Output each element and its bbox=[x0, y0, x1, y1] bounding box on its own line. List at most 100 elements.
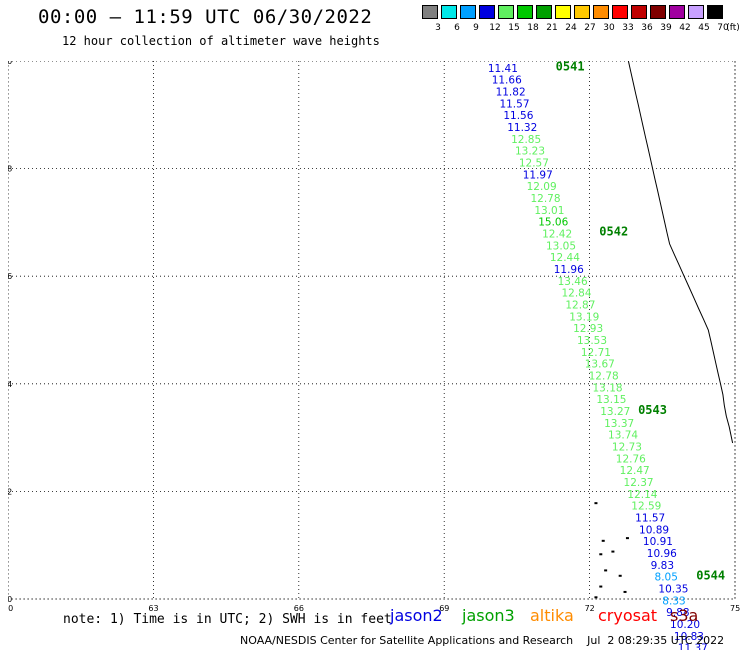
wave-height-value: 12.47 bbox=[620, 465, 650, 477]
wave-height-value: 13.67 bbox=[585, 359, 615, 371]
wave-height-value: 12.44 bbox=[550, 252, 580, 264]
island bbox=[623, 590, 627, 593]
wave-height-value: 12.76 bbox=[616, 453, 646, 465]
island bbox=[618, 574, 622, 577]
wave-height-value: 13.15 bbox=[596, 394, 626, 406]
scale-swatch-39 bbox=[650, 5, 666, 19]
scale-label: 9 bbox=[473, 23, 479, 33]
scale-label: 45 bbox=[698, 23, 710, 33]
wave-height-value: 9.83 bbox=[651, 560, 674, 572]
wave-height-value: 11.82 bbox=[496, 86, 526, 98]
scale-label: 27 bbox=[584, 23, 596, 33]
scale-label: 33 bbox=[622, 23, 634, 33]
map-frame bbox=[8, 61, 736, 600]
wave-height-value: 8.33 bbox=[662, 595, 685, 607]
wave-height-value: 12.14 bbox=[627, 489, 657, 501]
wave-height-value: 12.93 bbox=[573, 323, 603, 335]
scale-swatch-6 bbox=[441, 5, 457, 19]
wave-height-value: 11.96 bbox=[554, 264, 584, 276]
wave-height-value: 15.06 bbox=[538, 217, 568, 229]
coastline-path bbox=[627, 61, 734, 444]
lat-tick-label: 10 bbox=[8, 595, 12, 604]
scale-unit: (ft) bbox=[726, 23, 740, 33]
lon-tick-label: 66 bbox=[294, 604, 304, 613]
wave-height-value: 10.91 bbox=[643, 536, 673, 548]
wave-height-value: 13.27 bbox=[600, 406, 630, 418]
scale-swatch-24 bbox=[555, 5, 571, 19]
wave-height-value: 13.53 bbox=[577, 335, 607, 347]
wave-height-value: 13.01 bbox=[534, 205, 564, 217]
scale-swatch-15 bbox=[498, 5, 514, 19]
lon-tick-label: 69 bbox=[439, 604, 449, 613]
scale-label: 15 bbox=[508, 23, 520, 33]
satellite-jason3: jason3 bbox=[462, 606, 515, 625]
scale-swatch-33 bbox=[612, 5, 628, 19]
lat-tick-label: 14 bbox=[8, 380, 12, 389]
scale-swatch-42 bbox=[669, 5, 685, 19]
wave-height-value: 11.37 bbox=[678, 643, 708, 650]
wave-height-value: 11.97 bbox=[523, 169, 553, 181]
wave-height-value: 13.74 bbox=[608, 430, 638, 442]
island bbox=[599, 585, 603, 588]
scale-label: 36 bbox=[641, 23, 653, 33]
wave-height-value: 12.37 bbox=[624, 477, 654, 489]
coastline bbox=[594, 61, 734, 599]
scale-label: 18 bbox=[527, 23, 539, 33]
island bbox=[594, 596, 598, 599]
wave-height-value: 12.09 bbox=[527, 181, 557, 193]
scale-swatch-9 bbox=[460, 5, 476, 19]
wave-height-value: 13.05 bbox=[546, 240, 576, 252]
wave-height-value: 10.83 bbox=[674, 631, 704, 643]
scale-label: 70 bbox=[717, 23, 729, 33]
wave-height-value: 12.57 bbox=[519, 157, 549, 169]
pass-time: 0544 bbox=[696, 569, 725, 583]
scale-label: 21 bbox=[546, 23, 558, 33]
scale-label: 30 bbox=[603, 23, 615, 33]
pass-time: 0542 bbox=[599, 224, 628, 238]
satellite-s3a: s3a bbox=[670, 606, 699, 625]
wave-height-value: 12.73 bbox=[612, 442, 642, 454]
island bbox=[601, 539, 605, 542]
wave-height-value: 11.56 bbox=[503, 110, 533, 122]
scale-swatch-12 bbox=[479, 5, 495, 19]
scale-label: 39 bbox=[660, 23, 672, 33]
island bbox=[594, 502, 598, 505]
units-note: note: 1) Time is in UTC; 2) SWH is in fe… bbox=[63, 612, 392, 627]
wave-height-value: 12.85 bbox=[511, 134, 541, 146]
lat-tick-label: 20 bbox=[8, 61, 12, 66]
scale-swatch-21 bbox=[536, 5, 552, 19]
scale-label: 6 bbox=[454, 23, 460, 33]
lat-tick-label: 12 bbox=[8, 487, 12, 496]
wave-height-value: 13.37 bbox=[604, 418, 634, 430]
wave-height-value: 12.87 bbox=[565, 299, 595, 311]
map-title: 00:00 – 11:59 UTC 06/30/2022 bbox=[38, 6, 373, 28]
wave-height-value: 10.96 bbox=[647, 548, 677, 560]
lat-tick-label: 18 bbox=[8, 165, 12, 174]
wave-height-value: 13.19 bbox=[569, 311, 599, 323]
wave-height-labels: 11.4111.6611.8211.5711.5611.3212.8513.23… bbox=[488, 63, 708, 650]
scale-swatch-18 bbox=[517, 5, 533, 19]
wave-height-value: 11.41 bbox=[488, 63, 518, 75]
scale-swatch-45 bbox=[688, 5, 704, 19]
scale-swatch-36 bbox=[631, 5, 647, 19]
wave-height-value: 11.32 bbox=[507, 122, 537, 134]
scale-label: 42 bbox=[679, 23, 691, 33]
wave-height-value: 10.20 bbox=[670, 619, 700, 631]
island bbox=[625, 537, 629, 540]
wave-height-value: 10.35 bbox=[658, 584, 688, 596]
wave-height-value: 11.57 bbox=[499, 98, 529, 110]
wave-height-value: 12.42 bbox=[542, 228, 572, 240]
wave-height-value: 8.05 bbox=[655, 572, 678, 584]
island bbox=[599, 553, 603, 556]
satellite-cryosat: cryosat bbox=[598, 606, 658, 625]
lon-tick-label: 63 bbox=[148, 604, 158, 613]
wave-height-value: 11.66 bbox=[492, 75, 522, 87]
lon-tick-label: 60 bbox=[8, 604, 13, 613]
wave-height-value: 12.84 bbox=[561, 288, 591, 300]
wave-height-value: 13.18 bbox=[593, 382, 623, 394]
pass-time-labels: 0541 0542 0543 0544 bbox=[556, 61, 725, 583]
credit-line: NOAA/NESDIS Center for Satellite Applica… bbox=[240, 634, 725, 647]
island bbox=[604, 569, 608, 572]
scale-label: 12 bbox=[489, 23, 501, 33]
